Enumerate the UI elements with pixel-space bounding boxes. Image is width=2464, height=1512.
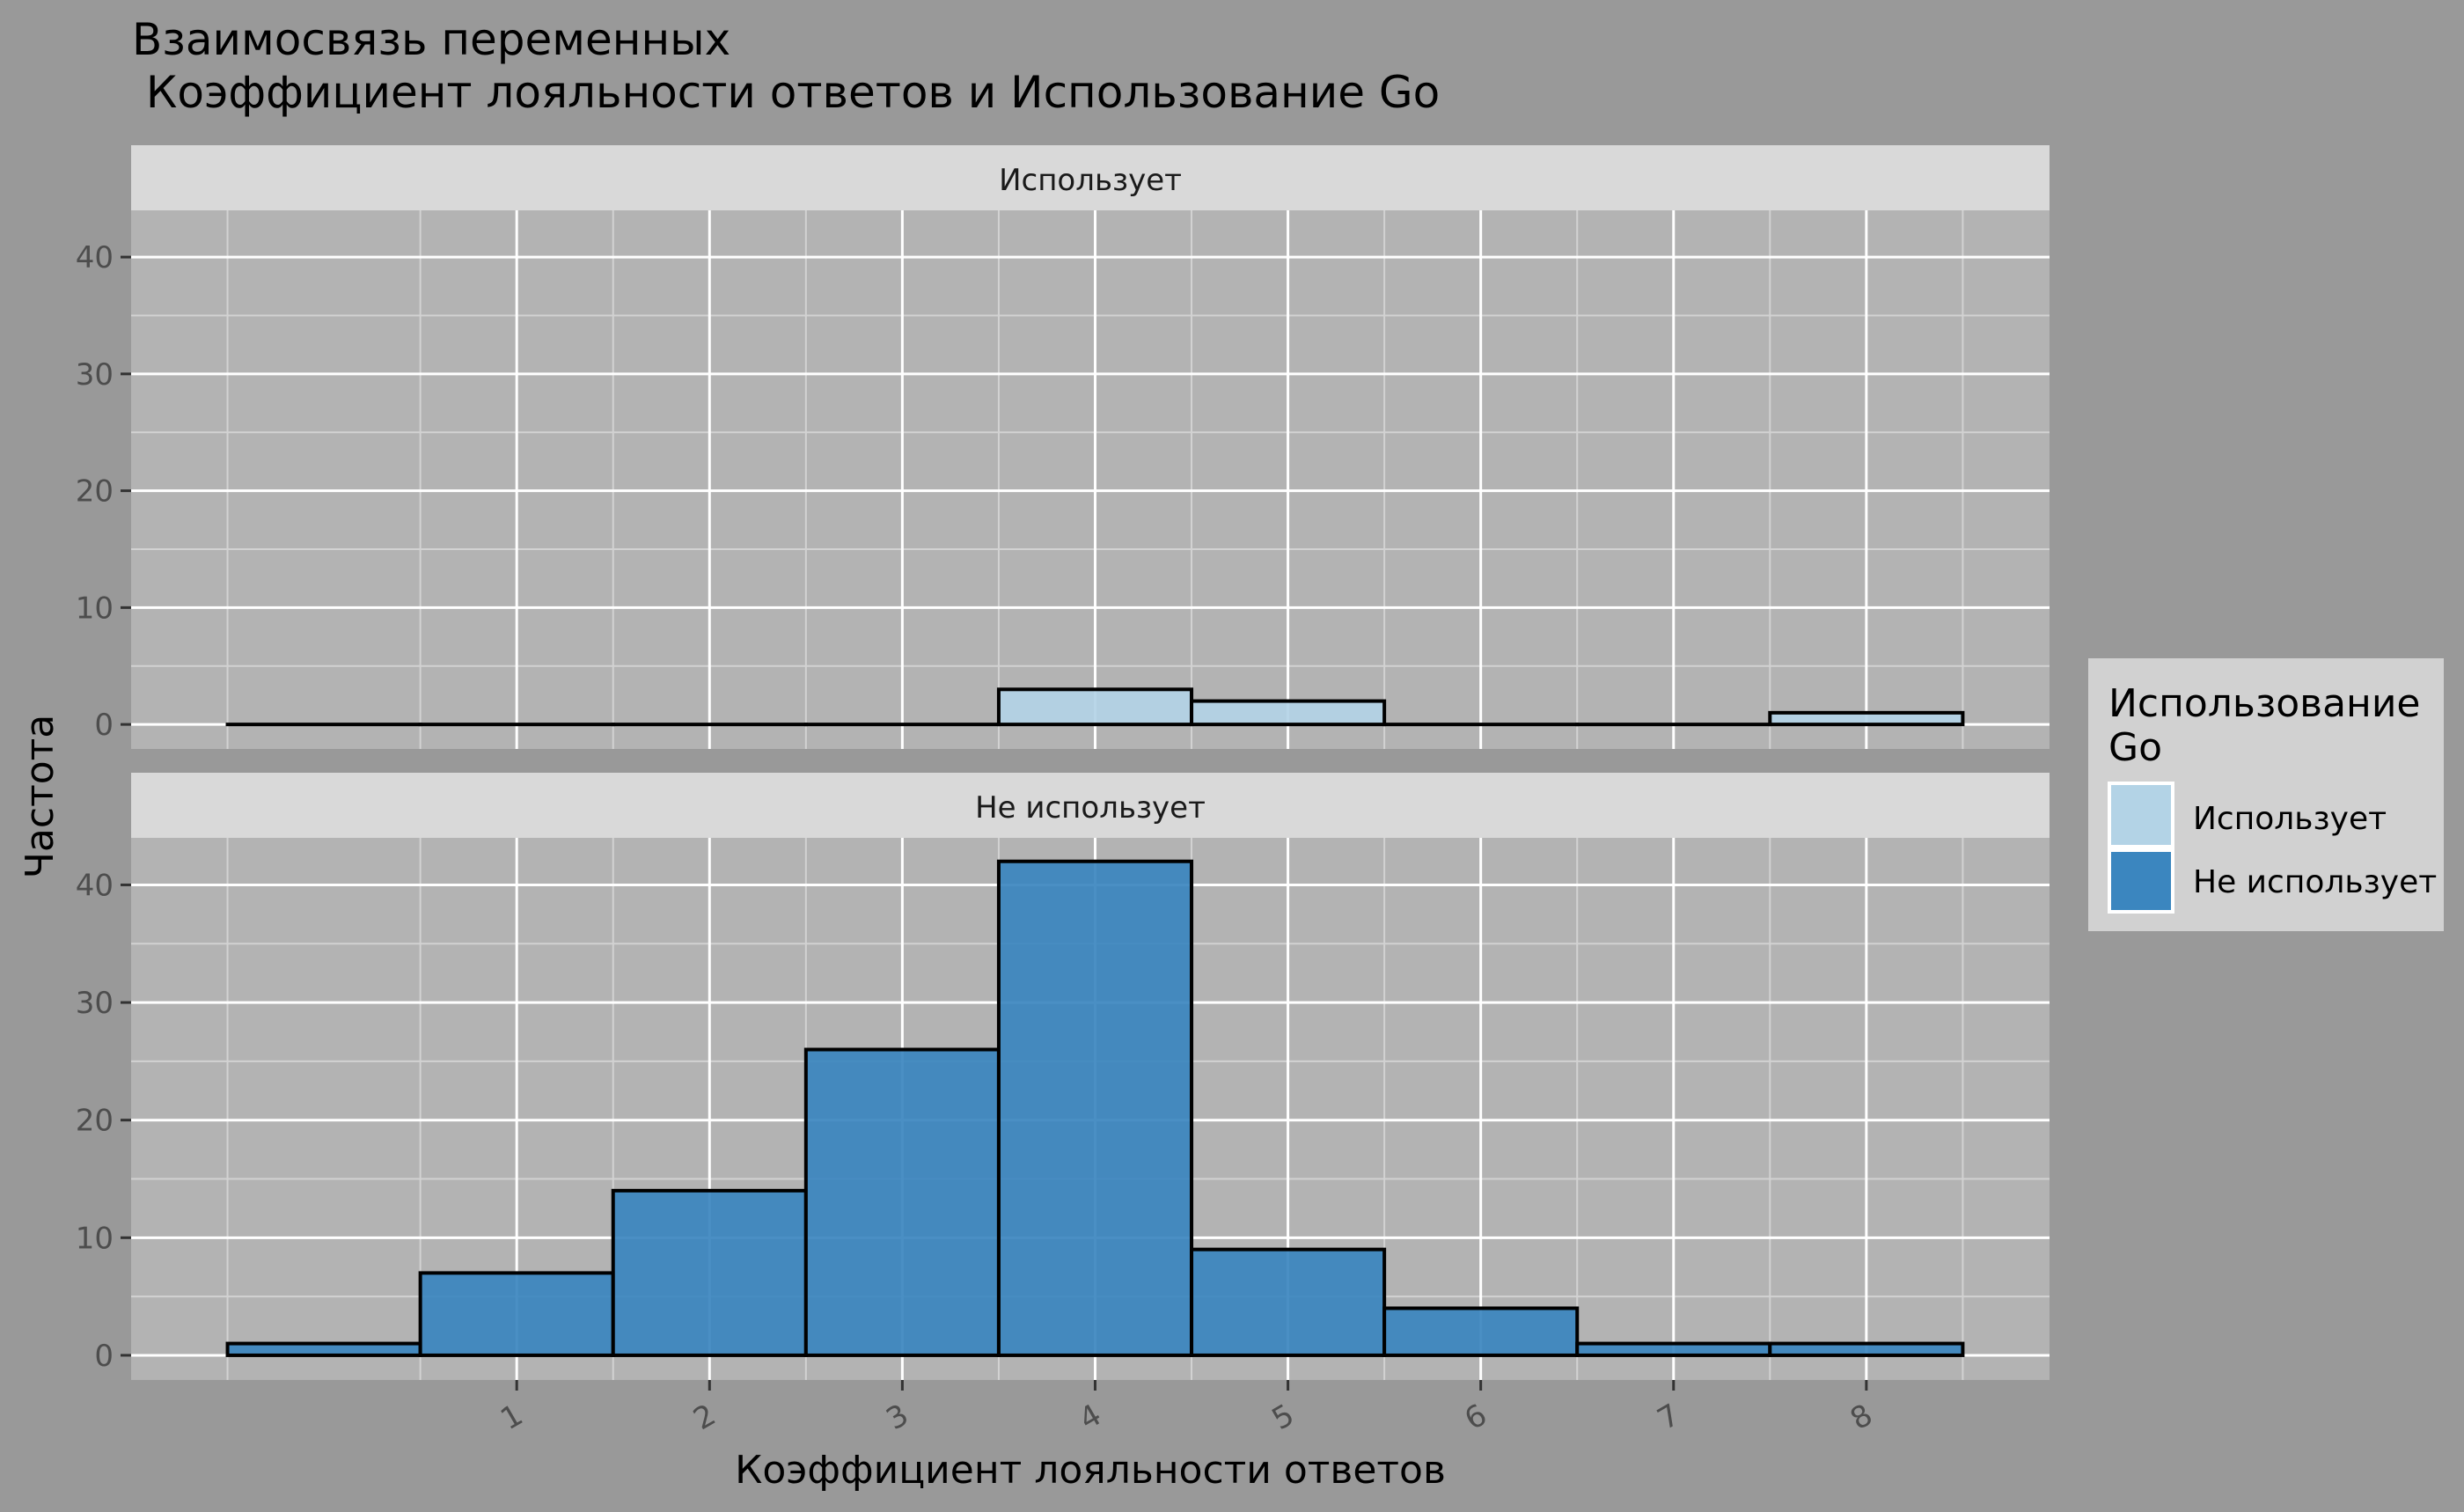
bar-uses-bin-4 <box>996 687 1194 727</box>
facet-strip-not-uses <box>131 773 2050 838</box>
bar-uses-bin-5 <box>1190 699 1387 727</box>
y-tick-label: 20 <box>76 1104 114 1139</box>
facet-strip-uses <box>131 145 2050 210</box>
y-tick-label: 0 <box>94 708 114 743</box>
bar-not-uses-bin-2 <box>611 1188 808 1357</box>
bar-not-uses-bin-1 <box>418 1271 615 1357</box>
bar-not-uses-bin-4 <box>996 859 1194 1357</box>
panel-uses <box>131 210 2050 749</box>
bar-not-uses-bin-6 <box>1382 1306 1580 1357</box>
x-axis-title: Коэффициент лояльности ответов <box>735 1448 1446 1493</box>
y-tick-label: 40 <box>76 868 114 903</box>
facet-strip-uses-label: Использует <box>999 163 1182 198</box>
bar-not-uses-bin-7 <box>1575 1341 1772 1357</box>
y-tick-label: 30 <box>76 986 114 1021</box>
legend-key-not-uses <box>2108 848 2174 914</box>
legend-label-uses: Использует <box>2193 801 2387 837</box>
y-tick-label: 0 <box>94 1339 114 1374</box>
bar-uses-bin-8 <box>1768 710 1965 727</box>
legend-key-uses <box>2108 782 2174 848</box>
facet-strip-not-uses-label: Не использует <box>975 790 1206 826</box>
y-tick-label: 10 <box>76 1221 114 1256</box>
y-tick-label: 30 <box>76 357 114 393</box>
bar-not-uses-bin-8 <box>1768 1341 1965 1357</box>
bar-not-uses-bin-0 <box>225 1341 422 1357</box>
y-axis-title: Частота <box>18 715 62 878</box>
y-tick-label: 40 <box>76 240 114 275</box>
legend-label-not-uses: Не использует <box>2193 864 2437 900</box>
legend-title-line1: Использование <box>2108 681 2421 726</box>
bar-not-uses-bin-3 <box>803 1047 1001 1357</box>
bar-not-uses-bin-5 <box>1190 1247 1387 1357</box>
y-tick-label: 10 <box>76 591 114 626</box>
chart-title-line2: Коэффициент лояльности ответов и Использ… <box>132 67 1440 118</box>
legend-title-line2: Go <box>2108 725 2162 770</box>
chart-title-line1: Взаимосвязь переменных <box>132 14 730 65</box>
y-tick-label: 20 <box>76 474 114 510</box>
